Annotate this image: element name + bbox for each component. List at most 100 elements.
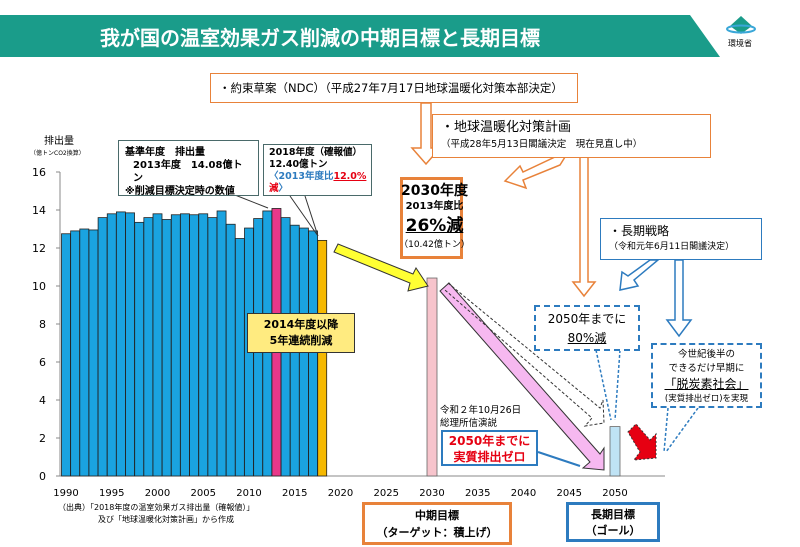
bar-2017 xyxy=(308,230,318,477)
decarb-box: 今世紀後半の できるだけ早期に 「脱炭素社会」 (実質排出ゼロ)を実現 xyxy=(651,343,762,408)
source-line2: 及び「地球温暖化対策計画」から作成 xyxy=(98,515,234,524)
source-line1: （出典）「2018年度の温室効果ガス排出量（確報値）」 xyxy=(58,503,255,512)
y-tick-label: 8 xyxy=(39,318,46,331)
speech-note: 令和２年10月26日 総理所信演説 xyxy=(440,404,521,430)
bar-1991 xyxy=(70,230,81,477)
bar-2001 xyxy=(161,219,172,477)
decarb-line4: (実質排出ゼロ)を実現 xyxy=(664,394,749,404)
page-title: 我が国の温室効果ガス削減の中期目標と長期目標 xyxy=(100,26,540,50)
ndc-box: ・約束草案（NDC）（平成27年7月17日地球温暖化対策本部決定） xyxy=(210,73,578,103)
box-2018: 2018年度（確報値） 12.40億トン 〈2013年度比12.0% 減〉 xyxy=(263,144,372,196)
plan-box: ・地球温暖化対策計画 （平成28年5月13日閣議決定 現在見直し中） xyxy=(432,114,711,158)
strategy-sub: （令和元年6月11日閣議決定） xyxy=(609,242,735,252)
bar-1997 xyxy=(125,212,135,477)
bar-2018 xyxy=(317,239,328,477)
x-tick-label: 2010 xyxy=(236,488,261,499)
box2018-pointer xyxy=(289,195,319,237)
target2030-percent: 26%減 xyxy=(405,216,464,236)
mid-goal-box: 中期目標 （ターゲット：積上げ） xyxy=(362,502,512,545)
x-tick-label: 2000 xyxy=(145,488,170,499)
y-tick-label: 16 xyxy=(32,166,46,179)
baseline-line1: 基準年度 排出量 xyxy=(125,147,205,158)
box2018-line2: 12.40億トン xyxy=(269,159,328,170)
zero-box: 2050年までに 実質排出ゼロ xyxy=(441,430,538,466)
long-goal-box: 長期目標 （ゴール） xyxy=(566,502,660,542)
x-tick-label: 2020 xyxy=(328,488,353,499)
target-2030-box: 2030年度 2013年度比 26%減 （10.42億トン） xyxy=(399,177,470,259)
x-tick-label: 2030 xyxy=(419,488,444,499)
x-tick-label: 2005 xyxy=(191,488,216,499)
strategy-arrow-1 xyxy=(619,259,661,291)
x-tick-label: 2025 xyxy=(374,488,399,499)
box2018-line1: 2018年度（確報値） xyxy=(269,147,362,158)
logo-ring xyxy=(726,24,756,34)
baseline-line2: 2013年度 14.08億トン xyxy=(133,160,243,184)
bar-1996 xyxy=(116,211,126,477)
target2030-amount: （10.42億トン） xyxy=(399,240,470,250)
source-note: （出典）「2018年度の温室効果ガス排出量（確報値）」 及び「地球温暖化対策計画… xyxy=(58,502,254,526)
y-tick-label: 6 xyxy=(39,356,46,369)
bar-1999 xyxy=(143,217,154,477)
reduction-line2: 5年連続削減 xyxy=(269,334,333,347)
bar-1992 xyxy=(79,228,90,477)
y-tick-label: 14 xyxy=(32,204,46,217)
baseline-pointer xyxy=(234,194,269,209)
decarb-pointer xyxy=(663,407,699,453)
x-tick-label: 2045 xyxy=(557,488,582,499)
bar-1990 xyxy=(61,233,71,477)
zero-line1: 2050年までに xyxy=(448,434,531,448)
long-goal-sub: （ゴール） xyxy=(585,524,641,537)
yellow-trend-arrow xyxy=(333,243,429,292)
y-tick-label: 4 xyxy=(39,394,46,407)
x-tick-label: 1990 xyxy=(53,488,78,499)
reduction-box: 2014年度以降 5年連続削減 xyxy=(247,313,355,353)
bar-2009 xyxy=(234,238,245,477)
bar-2007 xyxy=(216,210,227,477)
long-goal-title: 長期目標 xyxy=(591,508,635,521)
box2018-bracket: 〉 xyxy=(278,183,289,194)
bar-1993 xyxy=(88,229,99,477)
bar-1998 xyxy=(134,221,145,477)
decarb-line3: 「脱炭素社会」 xyxy=(664,377,749,391)
logo-text: 環境省 xyxy=(728,39,752,48)
strategy-arrow-2 xyxy=(665,259,693,338)
y-tick-label: 2 xyxy=(39,432,46,445)
bar-1995 xyxy=(106,213,117,477)
decarb-line1: 今世紀後半の xyxy=(677,349,735,360)
plan-sub: （平成28年5月13日閣議決定 現在見直し中） xyxy=(441,139,643,150)
target-bar-2030 xyxy=(426,277,438,477)
bar-2008 xyxy=(225,223,236,477)
mid-goal-sub: （ターゲット：積上げ） xyxy=(376,526,498,539)
target-80-box: 2050年までに 80%減 xyxy=(534,305,640,351)
bar-2000 xyxy=(152,213,163,477)
target2030-year: 2030年度 xyxy=(401,183,468,199)
zero-box-pointer xyxy=(537,451,581,467)
reduction-line1: 2014年度以降 xyxy=(263,318,339,331)
y-axis-unit: （億トンCO2換算） xyxy=(30,150,85,157)
baseline-line3: ※削減目標決定時の数値 xyxy=(125,186,235,197)
x-tick-label: 2050 xyxy=(602,488,627,499)
bar-1994 xyxy=(97,217,108,477)
strategy-box: ・長期戦略 （令和元年6月11日閣議決定） xyxy=(600,218,762,260)
speech-title: 総理所信演説 xyxy=(440,418,498,429)
y-tick-label: 0 xyxy=(39,470,46,483)
x-tick-label: 2015 xyxy=(282,488,307,499)
plan-title: ・地球温暖化対策計画 xyxy=(441,120,572,135)
bar-2004 xyxy=(189,214,200,477)
y-tick-label: 10 xyxy=(32,280,46,293)
plan-arrow-to-2050 xyxy=(571,156,597,298)
mid-goal-title: 中期目標 xyxy=(415,509,459,522)
pink-trend-arrow xyxy=(439,282,605,471)
box2018-reduction: 減 xyxy=(269,183,279,194)
y-tick-label: 12 xyxy=(32,242,46,255)
box80-line2: 80%減 xyxy=(567,331,607,345)
title-banner xyxy=(0,15,720,57)
box80-pointer xyxy=(595,349,621,421)
bar-2003 xyxy=(180,213,190,477)
x-tick-label: 2040 xyxy=(511,488,536,499)
box80-line1: 2050年までに xyxy=(547,312,627,326)
bar-2002 xyxy=(170,214,181,477)
y-axis-label: 排出量 xyxy=(44,136,74,147)
target-bar-2050 xyxy=(609,426,621,477)
decarb-line2: できるだけ早期に xyxy=(668,363,745,374)
